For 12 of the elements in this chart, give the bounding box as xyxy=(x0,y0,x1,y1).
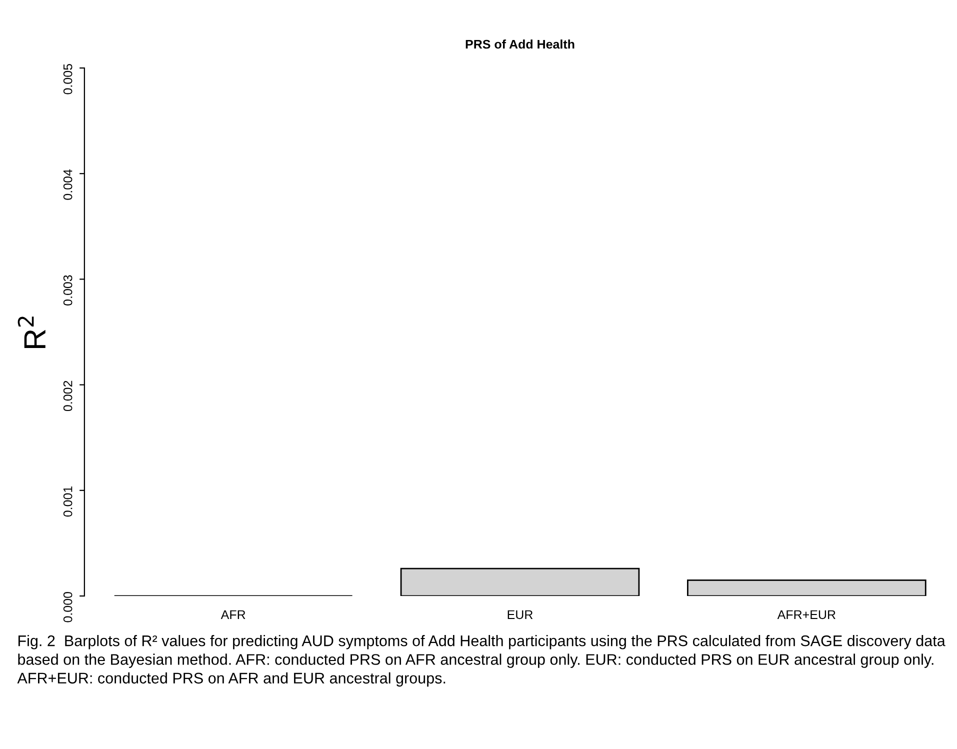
y-tick-label: 0.002 xyxy=(63,380,72,412)
caption: Fig. 2 Barplots of R² values for predicting AUD symptoms of Add Health participants using the PRS calculated from SAGE discovery data based on the Bayesian method. AFR: conducted PRS on AFR ancestral group only. EUR: conducted PRS on EUR ancestral group only. AFR+EUR: conducted PRS on AFR and EUR ancestral groups. xyxy=(17,635,946,687)
y-tick-label: 0.000 xyxy=(63,592,72,622)
y-tick-label: 0.001 xyxy=(63,486,72,517)
x-tick-label: EUR xyxy=(508,610,533,620)
y-tick-label: 0.004 xyxy=(63,169,72,200)
chart-title: PRS of Add Health xyxy=(466,39,574,49)
y-axis-title: R$^{2}$ xyxy=(18,316,46,348)
x-tick-label: AFR xyxy=(220,610,246,619)
y-tick-label: 0.003 xyxy=(63,275,72,306)
x-tick-label: AFR+EUR xyxy=(777,610,836,620)
y-tick-label: 0.005 xyxy=(63,64,72,94)
